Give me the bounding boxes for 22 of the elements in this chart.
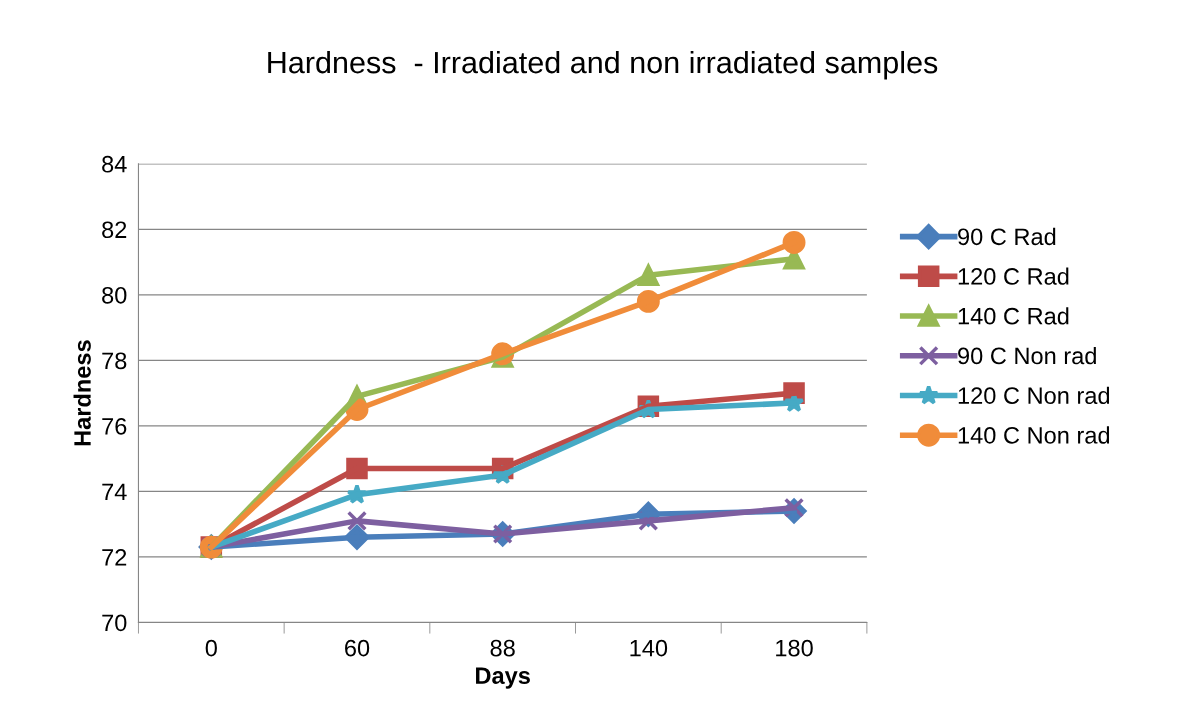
y-axis-title: Hardness — [73, 340, 91, 446]
y-tick-label: 78 — [102, 352, 127, 370]
legend-label: 120 C Non rad — [958, 386, 1110, 404]
y-tick-label: 76 — [102, 417, 127, 435]
y-tick-label: 70 — [102, 614, 127, 632]
y-tick-label: 84 — [102, 155, 127, 173]
x-tick-label: 0 — [205, 639, 217, 657]
x-tick-label: 60 — [345, 639, 370, 657]
y-tick-label: 72 — [102, 548, 127, 566]
x-tick-label: 88 — [490, 639, 515, 657]
chart-title: Hardness - Irradiated and non irradiated samples — [268, 50, 938, 80]
y-tick-label: 82 — [102, 221, 127, 239]
legend-label: 90 C Non rad — [958, 346, 1096, 365]
legend-label: 140 C Rad — [958, 307, 1069, 325]
legend-label: 90 C Rad — [958, 227, 1056, 246]
x-axis-title: Days — [476, 667, 530, 689]
x-tick-label: 140 — [630, 639, 668, 657]
legend-label: 140 C Non rad — [958, 426, 1110, 444]
y-tick-label: 74 — [102, 483, 127, 500]
legend-label: 120 C Rad — [958, 267, 1069, 285]
x-tick-label: 180 — [776, 639, 813, 657]
y-tick-label: 80 — [102, 286, 127, 304]
